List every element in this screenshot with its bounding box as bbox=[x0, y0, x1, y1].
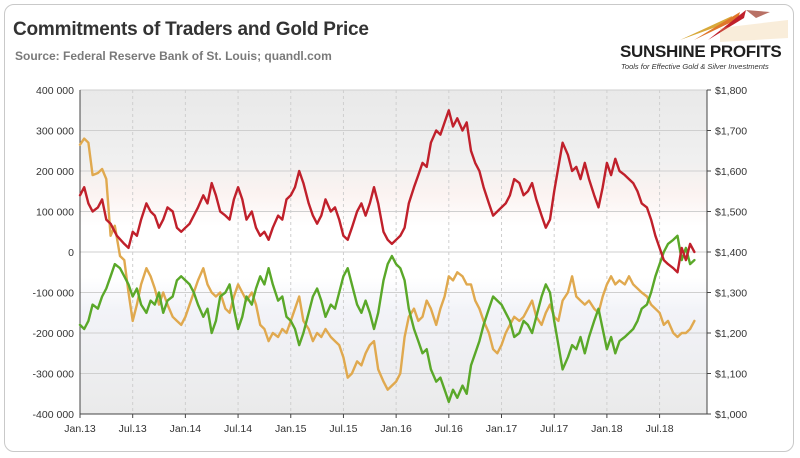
sunshine-profits-logo: SUNSHINE PROFITS Tools for Effective Gol… bbox=[620, 8, 790, 71]
left-tick-label: -100 000 bbox=[33, 288, 75, 300]
x-axis-ticks: Jan.13 Jul.13 Jan.14 Jul.14 Jan.15 Jul.15 Jan.… bbox=[64, 414, 674, 435]
right-tick-label: $1,000 bbox=[715, 409, 747, 421]
series-line-gold bbox=[78, 137, 696, 391]
series-line-red bbox=[78, 109, 696, 274]
left-tick-label: -300 000 bbox=[33, 369, 75, 381]
x-tick-label: Jan.15 bbox=[275, 423, 307, 435]
right-axis-ticks: $1,800 $1,700 $1,600 $1,500 $1,400 $1,300 $1,2… bbox=[707, 85, 747, 421]
x-tick-label: Jan.16 bbox=[380, 423, 412, 435]
series-layer bbox=[78, 109, 696, 404]
left-tick-label: 0 bbox=[68, 247, 74, 259]
series-line-green bbox=[78, 234, 696, 404]
right-tick-label: $1,200 bbox=[715, 328, 747, 340]
left-tick-label: 300 000 bbox=[36, 126, 74, 138]
right-tick-label: $1,300 bbox=[715, 288, 747, 300]
x-tick-label: Jul.16 bbox=[435, 423, 463, 435]
right-tick-label: $1,400 bbox=[715, 247, 747, 259]
x-tick-label: Jul.14 bbox=[224, 423, 252, 435]
x-tick-label: Jul.13 bbox=[119, 423, 147, 435]
right-tick-label: $1,100 bbox=[715, 369, 747, 381]
x-tick-label: Jan.13 bbox=[64, 423, 96, 435]
right-tick-label: $1,700 bbox=[715, 126, 747, 138]
left-axis-ticks: 400 000 300 000 200 000 100 000 0 -100 000 -20… bbox=[33, 85, 75, 421]
x-tick-label: Jan.18 bbox=[591, 423, 623, 435]
chart-source: Source: Federal Reserve Bank of St. Loui… bbox=[15, 49, 332, 63]
x-tick-label: Jul.15 bbox=[329, 423, 357, 435]
right-tick-label: $1,500 bbox=[715, 207, 747, 219]
right-tick-label: $1,600 bbox=[715, 166, 747, 178]
x-tick-label: Jan.14 bbox=[170, 423, 202, 435]
x-tick-label: Jan.17 bbox=[486, 423, 518, 435]
logo-swoosh-icon bbox=[680, 10, 788, 42]
left-tick-label: 100 000 bbox=[36, 207, 74, 219]
left-tick-label: -400 000 bbox=[33, 409, 75, 421]
x-tick-label: Jul.17 bbox=[540, 423, 568, 435]
left-tick-label: 200 000 bbox=[36, 166, 74, 178]
right-tick-label: $1,800 bbox=[715, 85, 747, 97]
x-tick-label: Jul.18 bbox=[646, 423, 674, 435]
chart-title: Commitments of Traders and Gold Price bbox=[13, 19, 369, 40]
logo-name: SUNSHINE PROFITS bbox=[620, 42, 782, 61]
logo-tagline: Tools for Effective Gold & Silver Invest… bbox=[621, 62, 769, 71]
grid-lines bbox=[80, 89, 707, 414]
left-tick-label: 400 000 bbox=[36, 85, 74, 97]
left-tick-label: -200 000 bbox=[33, 328, 75, 340]
